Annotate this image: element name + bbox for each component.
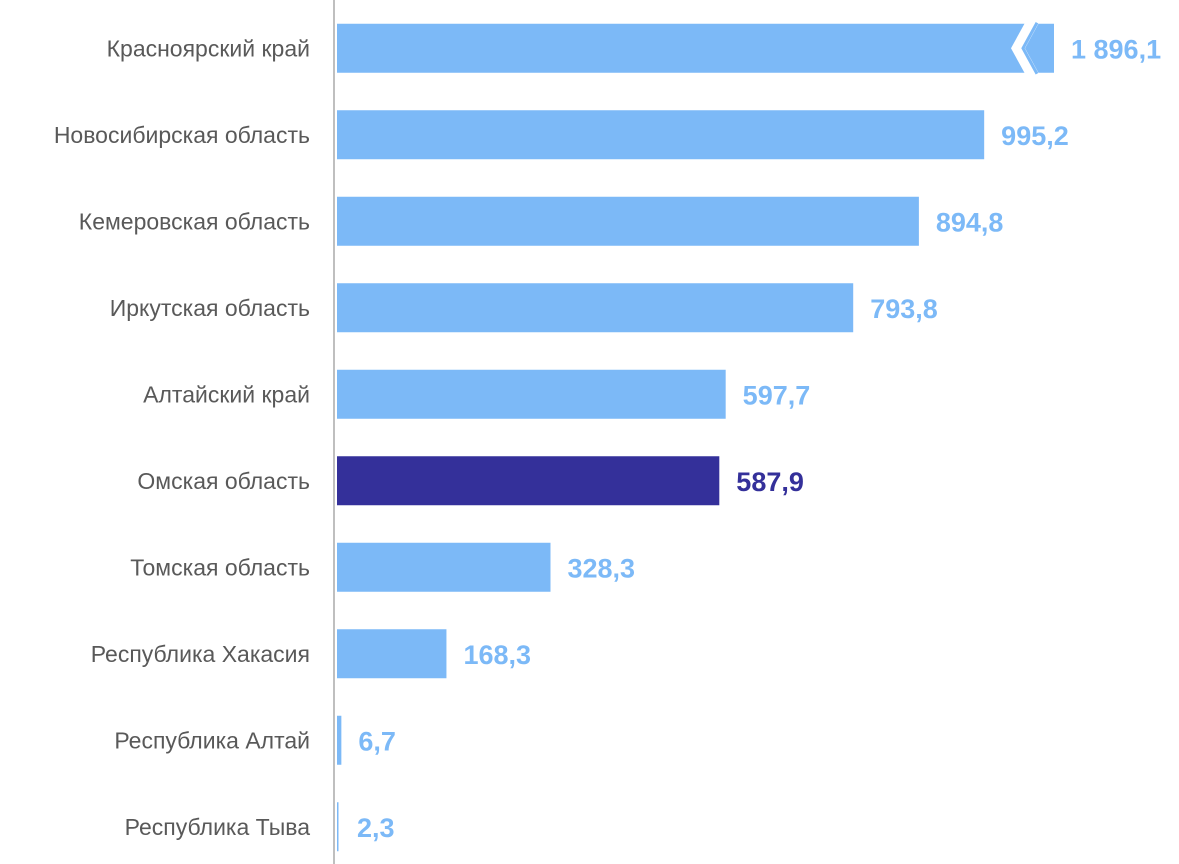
category-label: Иркутская область [110,295,310,321]
bar [337,23,1054,73]
bar [337,542,551,592]
axis-break-mark [1011,22,1039,74]
value-label: 6,7 [358,726,396,756]
axis-break-edge [1021,22,1039,75]
bars-group [337,22,1054,852]
value-label: 793,8 [870,294,938,324]
value-label: 1 896,1 [1071,34,1161,64]
value-label: 328,3 [567,553,635,583]
bar [337,196,919,246]
bar [337,629,447,679]
category-label: Омская область [137,468,310,494]
bar [337,283,854,333]
value-label: 894,8 [936,207,1004,237]
value-label: 168,3 [463,640,531,670]
category-label: Республика Хакасия [91,641,310,667]
category-label: Республика Алтай [114,727,310,753]
bar [337,802,339,852]
bar [337,369,726,419]
bar [337,715,342,765]
value-label: 587,9 [736,467,804,497]
category-label: Кемеровская область [79,208,310,234]
value-label: 2,3 [357,813,395,843]
bar [337,456,720,506]
labels-group: Красноярский край 1 896,1 Новосибирская об… [54,34,1161,843]
category-label: Новосибирская область [54,122,310,148]
category-label: Республика Тыва [125,814,311,840]
category-label: Алтайский край [143,381,310,407]
category-label: Красноярский край [107,35,310,61]
value-label: 597,7 [743,380,811,410]
value-label: 995,2 [1001,121,1069,151]
bar [337,110,985,160]
category-label: Томская область [130,554,310,580]
